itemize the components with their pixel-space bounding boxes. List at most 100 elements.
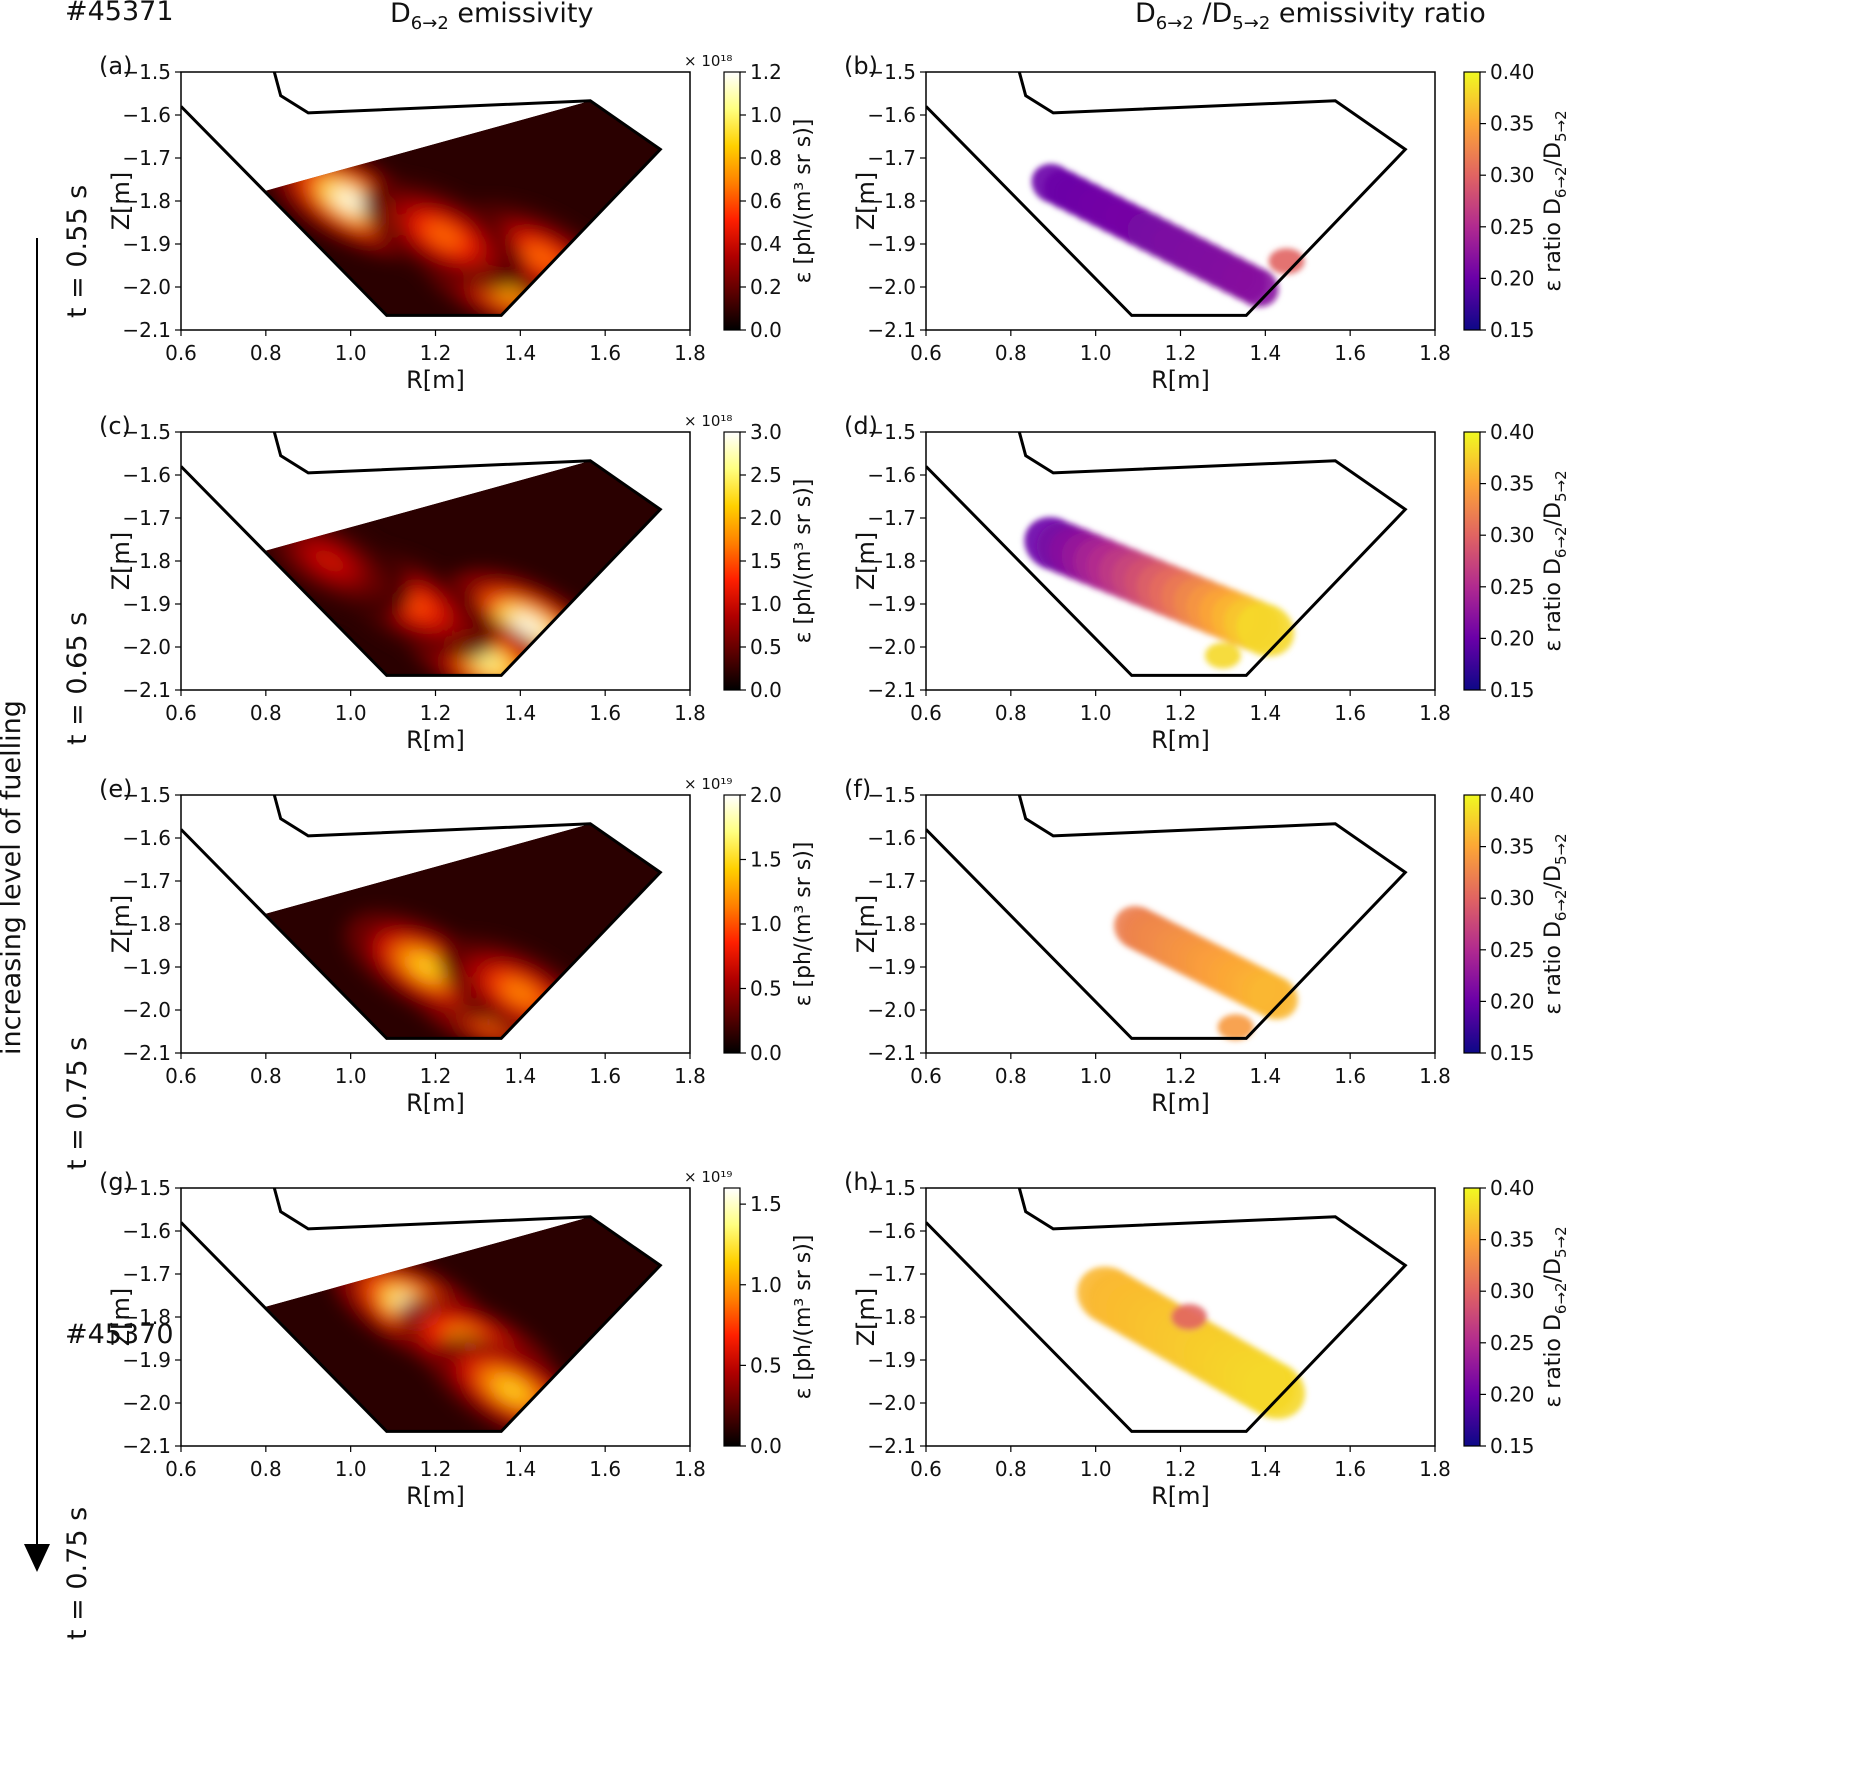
y-tick-label-0: −1.5 — [867, 1176, 916, 1200]
plot-area — [181, 72, 663, 317]
y-tick-label-6: −2.1 — [867, 1041, 916, 1065]
colorbar-tick-label-4: 0.35 — [1490, 472, 1535, 496]
y-tick-label-2: −1.7 — [122, 869, 171, 893]
colorbar-tick-label-2: 1.0 — [750, 912, 782, 936]
colorbar-tick-label-0: 0.0 — [750, 318, 782, 342]
y-tick-label-4: −1.9 — [867, 232, 916, 256]
vessel-wall — [181, 795, 663, 1040]
colorbar-label: ε [ph/(m³ sr s)] — [791, 119, 816, 284]
colorbar-tick-label-4: 0.35 — [1490, 835, 1535, 859]
y-tick-label-1: −1.6 — [867, 103, 916, 127]
colorbar-tick-label-6: 1.2 — [750, 60, 782, 84]
y-axis-label: Z[m] — [107, 532, 135, 591]
emissivity-map — [265, 1216, 661, 1432]
plot-area — [926, 795, 1408, 1041]
emissivity-blobs — [332, 1253, 594, 1432]
colorbar-label: ε [ph/(m³ sr s)] — [791, 479, 816, 644]
x-axis-label: R[m] — [406, 1482, 465, 1510]
y-tick-label-3: −1.8 — [867, 912, 916, 936]
y-tick-label-3: −1.8 — [122, 912, 171, 936]
y-axis-label: Z[m] — [852, 1288, 880, 1347]
y-tick-label-6: −2.1 — [122, 1041, 171, 1065]
colorbar-label: ε [ph/(m³ sr s)] — [791, 1235, 816, 1400]
y-tick-label-5: −2.0 — [867, 1391, 916, 1415]
colorbar-tick-label-1: 0.20 — [1490, 989, 1535, 1013]
x-tick-label-1: 0.8 — [995, 341, 1027, 365]
colorbar-tick-label-0: 0.0 — [750, 1041, 782, 1065]
colorbar-tick-label-3: 1.5 — [750, 848, 782, 872]
emissivity-map — [265, 460, 661, 676]
y-tick-label-5: −2.0 — [122, 275, 171, 299]
x-tick-label-0: 0.6 — [165, 1064, 197, 1088]
x-tick-label-2: 1.0 — [335, 1457, 367, 1481]
colorbar-tick-label-2: 1.0 — [750, 1273, 782, 1297]
ratio-region — [1024, 517, 1295, 669]
colorbar — [723, 1187, 741, 1447]
field-edge — [1011, 1217, 1335, 1307]
x-tick-label-1: 0.8 — [995, 701, 1027, 725]
panel-d: 0.6 0.8 1.0 1.2 1.4 1.6 1.8 −1.5 −1.6 −1.7 −1.8 −1.… — [844, 412, 1570, 754]
colorbar-tick-label-5: 0.40 — [1490, 783, 1535, 807]
colorbar — [1463, 1187, 1481, 1447]
y-tick-label-2: −1.7 — [867, 1262, 916, 1286]
panel-letter: (d) — [844, 412, 878, 440]
y-tick-label-2: −1.7 — [867, 869, 916, 893]
x-tick-label-4: 1.4 — [1249, 1457, 1281, 1481]
x-tick-label-4: 1.4 — [1249, 701, 1281, 725]
column-title-ratio: D6→2 /D5→2 emissivity ratio — [1135, 0, 1486, 34]
colorbar-tick-label-1: 0.5 — [750, 977, 782, 1001]
x-tick-label-2: 1.0 — [1080, 1457, 1112, 1481]
y-tick-label-5: −2.0 — [122, 635, 171, 659]
colorbar-tick-label-5: 1.0 — [750, 103, 782, 127]
y-tick-label-0: −1.5 — [122, 60, 171, 84]
y-tick-label-1: −1.6 — [122, 826, 171, 850]
colorbar — [723, 71, 741, 331]
colorbar-tick-label-0: 0.0 — [750, 678, 782, 702]
y-tick-label-6: −2.1 — [122, 1434, 171, 1458]
colorbar-tick-label-2: 0.25 — [1490, 575, 1535, 599]
ratio-cell-17 — [1242, 1361, 1306, 1420]
x-tick-label-6: 1.8 — [674, 1457, 706, 1481]
x-tick-label-3: 1.2 — [420, 341, 452, 365]
emissivity-blob-0-layer-3 — [510, 613, 547, 638]
panel-letter: (e) — [99, 775, 133, 803]
x-tick-label-6: 1.8 — [674, 1064, 706, 1088]
plot-area — [926, 72, 1408, 317]
colorbar-tick-label-2: 0.25 — [1490, 938, 1535, 962]
x-tick-label-5: 1.6 — [589, 341, 621, 365]
x-tick-label-2: 1.0 — [1080, 341, 1112, 365]
y-tick-label-3: −1.8 — [122, 189, 171, 213]
colorbar-tick-label-2: 0.4 — [750, 232, 782, 256]
plot-area — [926, 432, 1408, 677]
x-tick-label-1: 0.8 — [995, 1457, 1027, 1481]
colorbar — [723, 431, 741, 691]
emissivity-map — [265, 823, 661, 1039]
colorbar-label: ε ratio D6→2/D5→2 — [1541, 833, 1570, 1014]
vessel-wall — [181, 1188, 663, 1433]
x-tick-label-6: 1.8 — [1419, 701, 1451, 725]
colorbar-tick-label-5: 0.40 — [1490, 420, 1535, 444]
y-tick-label-0: −1.5 — [122, 420, 171, 444]
emissivity-map — [265, 100, 661, 316]
colorbar-tick-label-0: 0.15 — [1490, 318, 1535, 342]
x-tick-label-5: 1.6 — [1334, 1457, 1366, 1481]
panel-letter: (g) — [99, 1168, 133, 1196]
colorbar — [1463, 794, 1481, 1054]
x-tick-label-4: 1.4 — [504, 1457, 536, 1481]
colorbar-tick-label-6: 3.0 — [750, 420, 782, 444]
x-tick-label-1: 0.8 — [250, 1064, 282, 1088]
colorbar-tick-label-3: 0.30 — [1490, 886, 1535, 910]
panel-g: 0.6 0.8 1.0 1.2 1.4 1.6 1.8 −1.5 −1.6 −1.7 −1.8 −1.… — [99, 1168, 816, 1510]
x-tick-label-1: 0.8 — [250, 341, 282, 365]
y-axis-label: Z[m] — [107, 172, 135, 231]
y-axis-label: Z[m] — [107, 895, 135, 954]
colorbar-tick-label-2: 1.0 — [750, 592, 782, 616]
y-tick-label-1: −1.6 — [867, 1219, 916, 1243]
y-tick-label-5: −2.0 — [122, 998, 171, 1022]
x-axis-label: R[m] — [1151, 1482, 1210, 1510]
x-tick-label-6: 1.8 — [1419, 1064, 1451, 1088]
ratio-cell-extra — [1170, 1304, 1207, 1330]
colorbar-tick-label-5: 0.40 — [1490, 1176, 1535, 1200]
y-tick-label-6: −2.1 — [867, 678, 916, 702]
emissivity-background — [265, 823, 661, 1039]
